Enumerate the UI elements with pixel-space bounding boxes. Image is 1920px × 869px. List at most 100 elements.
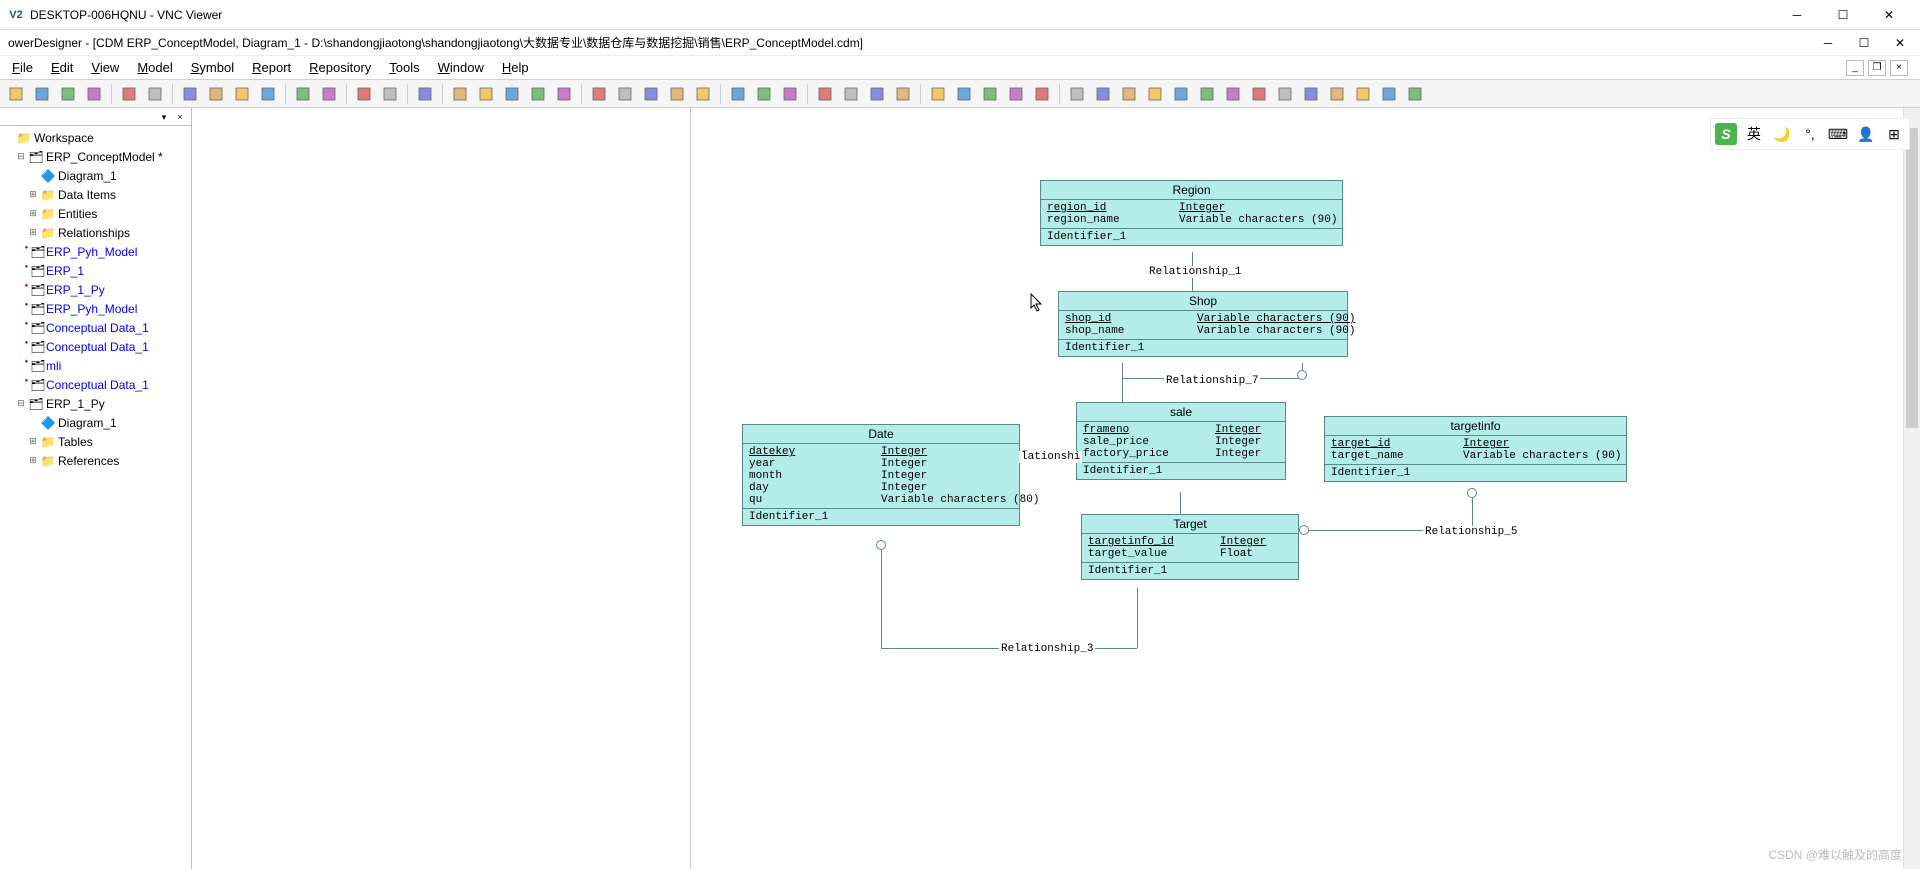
tree-node[interactable]: ⊞📁Data Items [2, 185, 189, 204]
toolbar-print-button[interactable] [117, 83, 141, 105]
toolbar-undo-button[interactable] [291, 83, 315, 105]
toolbar-delete-button[interactable] [256, 83, 280, 105]
menu-window[interactable]: Window [438, 60, 484, 75]
toolbar-e7-button[interactable] [1351, 83, 1375, 105]
tree-node[interactable]: 🔷Diagram_1 [2, 166, 189, 185]
menu-tools[interactable]: Tools [389, 60, 419, 75]
toolbar-c4-button[interactable] [891, 83, 915, 105]
toolbar-pointer-button[interactable] [1065, 83, 1089, 105]
tree-expander-icon[interactable]: ⊞ [26, 227, 40, 238]
relationship-label[interactable]: Relationship_3 [999, 643, 1095, 655]
toolbar-a5-button[interactable] [691, 83, 715, 105]
tree-node[interactable]: 🗂Conceptual Data_1 [2, 375, 189, 394]
toolbar-e8-button[interactable] [1377, 83, 1401, 105]
diagram-canvas[interactable]: S 英 🌙 °, ⌨ 👤 ⊞ CSDN @难以触及的高度 Regionregio… [192, 108, 1920, 869]
toolbar-gen4-button[interactable] [526, 83, 550, 105]
ime-grid-icon[interactable]: ⊞ [1883, 123, 1905, 145]
tree-expander-icon[interactable]: ⊞ [26, 208, 40, 219]
toolbar-redo-button[interactable] [317, 83, 341, 105]
tree-expander-icon[interactable]: ⊟ [14, 151, 28, 162]
toolbar-b2-button[interactable] [752, 83, 776, 105]
toolbar-zoomin-button[interactable] [1117, 83, 1141, 105]
ime-user-icon[interactable]: 👤 [1855, 123, 1877, 145]
entity-sale[interactable]: saleframenoIntegersale_priceIntegerfacto… [1076, 402, 1286, 480]
toolbar-b3-button[interactable] [778, 83, 802, 105]
toolbar-zoomfit-button[interactable] [1169, 83, 1193, 105]
mdi-restore-button[interactable]: ❐ [1868, 60, 1886, 76]
ime-keyboard-icon[interactable]: ⌨ [1827, 123, 1849, 145]
relationship-label[interactable]: Relationship_5 [1423, 526, 1519, 538]
tree-node[interactable]: ⊞📁Relationships [2, 223, 189, 242]
toolbar-e3-button[interactable] [1247, 83, 1271, 105]
ime-punct-icon[interactable]: °, [1799, 123, 1821, 145]
toolbar-b1-button[interactable] [726, 83, 750, 105]
ime-moon-icon[interactable]: 🌙 [1771, 123, 1793, 145]
toolbar-d5-button[interactable] [1030, 83, 1054, 105]
entity-region[interactable]: Regionregion_idIntegerregion_nameVariabl… [1040, 180, 1343, 246]
toolbar-copy-button[interactable] [204, 83, 228, 105]
toolbar-d3-button[interactable] [978, 83, 1002, 105]
entity-targetinfo[interactable]: targetinfotarget_idIntegertarget_nameVar… [1324, 416, 1627, 482]
toolbar-a3-button[interactable] [639, 83, 663, 105]
tree-node[interactable]: ⊞📁Tables [2, 432, 189, 451]
tree-node[interactable]: 🗂ERP_Pyh_Model [2, 299, 189, 318]
tree-node[interactable]: 🗂Conceptual Data_1 [2, 318, 189, 337]
tree-expander-icon[interactable]: ⊟ [14, 398, 28, 409]
tree-expander-icon[interactable]: ⊞ [26, 436, 40, 447]
ime-lang-icon[interactable]: 英 [1743, 123, 1765, 145]
ime-s-icon[interactable]: S [1715, 123, 1737, 145]
menu-symbol[interactable]: Symbol [191, 60, 234, 75]
vertical-scrollbar[interactable] [1903, 108, 1920, 869]
vnc-maximize-button[interactable]: ☐ [1820, 0, 1866, 30]
vnc-close-button[interactable]: ✕ [1866, 0, 1912, 30]
menu-model[interactable]: Model [137, 60, 172, 75]
relationship-label[interactable]: Relationship_1 [1147, 266, 1243, 278]
tree-node[interactable]: ⊟🗂ERP_ConceptModel * [2, 147, 189, 166]
vnc-minimize-button[interactable]: ─ [1774, 0, 1820, 30]
toolbar-d2-button[interactable] [952, 83, 976, 105]
tree-node[interactable]: 🗂mli [2, 356, 189, 375]
entity-date[interactable]: DatedatekeyIntegeryearIntegermonthIntege… [742, 424, 1020, 526]
toolbar-c1-button[interactable] [813, 83, 837, 105]
relationship-label[interactable]: lationshi [1019, 451, 1082, 463]
toolbar-gen3-button[interactable] [500, 83, 524, 105]
tree-node[interactable]: 🗂ERP_Pyh_Model [2, 242, 189, 261]
relationship-label[interactable]: Relationship_7 [1164, 375, 1260, 387]
toolbar-hand-button[interactable] [1091, 83, 1115, 105]
toolbar-c2-button[interactable] [839, 83, 863, 105]
toolbar-printprev-button[interactable] [143, 83, 167, 105]
toolbar-props-button[interactable] [352, 83, 376, 105]
toolbar-a1-button[interactable] [587, 83, 611, 105]
toolbar-c3-button[interactable] [865, 83, 889, 105]
menu-file[interactable]: File [12, 60, 33, 75]
toolbar-d1-button[interactable] [926, 83, 950, 105]
menu-help[interactable]: Help [502, 60, 529, 75]
menu-repository[interactable]: Repository [309, 60, 371, 75]
pd-maximize-button[interactable]: ☐ [1852, 36, 1876, 50]
toolbar-gen1-button[interactable] [448, 83, 472, 105]
mdi-close-button[interactable]: × [1890, 60, 1908, 76]
toolbar-e5-button[interactable] [1299, 83, 1323, 105]
toolbar-find-button[interactable] [378, 83, 402, 105]
menu-view[interactable]: View [91, 60, 119, 75]
tree-expander-icon[interactable]: ⊞ [26, 189, 40, 200]
menu-edit[interactable]: Edit [51, 60, 73, 75]
sidebar-dropdown-icon[interactable]: ▾ [157, 110, 171, 124]
toolbar-e4-button[interactable] [1273, 83, 1297, 105]
tree-node[interactable]: 🗂ERP_1 [2, 261, 189, 280]
toolbar-e6-button[interactable] [1325, 83, 1349, 105]
tree-root[interactable]: 📁 Workspace [2, 128, 189, 147]
toolbar-a2-button[interactable] [613, 83, 637, 105]
toolbar-zoomout-button[interactable] [1143, 83, 1167, 105]
toolbar-gen2-button[interactable] [474, 83, 498, 105]
entity-shop[interactable]: Shopshop_idVariable characters (90)shop_… [1058, 291, 1348, 357]
toolbar-save-button[interactable] [56, 83, 80, 105]
toolbar-new-button[interactable] [4, 83, 28, 105]
toolbar-saveall-button[interactable] [82, 83, 106, 105]
toolbar-open-button[interactable] [30, 83, 54, 105]
sidebar-close-icon[interactable]: × [173, 110, 187, 124]
pd-close-button[interactable]: ✕ [1888, 36, 1912, 50]
toolbar-e1-button[interactable] [1195, 83, 1219, 105]
toolbar-paste-button[interactable] [230, 83, 254, 105]
toolbar-cut-button[interactable] [178, 83, 202, 105]
